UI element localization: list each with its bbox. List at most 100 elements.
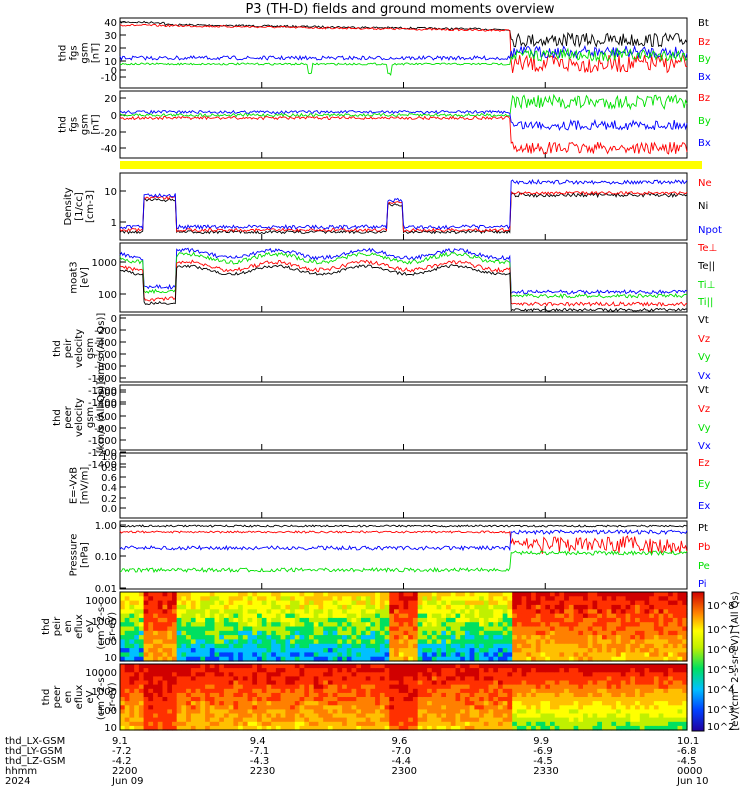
footer-value: 2330: [533, 766, 558, 777]
footer-row-label: hhmm: [5, 766, 37, 777]
legend-Ti⊥: Ti⊥: [697, 280, 715, 291]
footer-value: -7.2: [112, 746, 132, 757]
ytick-label: -1200: [88, 386, 117, 397]
ytick-label: 10: [104, 723, 117, 734]
ytick-label: 1000: [92, 258, 117, 269]
plot-title: P3 (TH-D) fields and ground moments over…: [245, 2, 554, 17]
colorbar: [691, 591, 705, 732]
footer-value: 9.4: [250, 736, 266, 747]
ytick-label: -1400: [88, 460, 117, 471]
bx-trace-2: [119, 109, 688, 132]
spectrogram-frame: [119, 663, 688, 731]
ytick-label: -200: [94, 326, 117, 337]
panel-ylabel: gsm: [80, 114, 91, 135]
ytick-label: -200: [94, 388, 117, 399]
panel-frame-5: [119, 384, 688, 451]
panel-ylabel: [nT]: [91, 43, 102, 63]
footer-row-label: thd_LX-GSM: [5, 736, 65, 747]
panel-ylabel: [nPa]: [80, 542, 91, 568]
ytick-label: 20: [104, 94, 117, 105]
footer-row-label: thd_LZ-GSM: [5, 756, 66, 767]
panel-ylabel: peir: [52, 616, 63, 636]
legend-Ti||: Ti||: [697, 297, 713, 308]
panel-ylabel: en: [63, 620, 74, 633]
colorbar-tick: 10^5: [707, 665, 734, 676]
panel-ylabel: gsm: [85, 338, 96, 359]
panel-ylabel: fgs: [69, 45, 80, 60]
spectrogram-8: [120, 592, 688, 662]
ne-trace: [119, 190, 688, 233]
legend-By: By: [698, 54, 711, 65]
panel-frame-4: [119, 314, 688, 383]
ytick-label: 0.8: [101, 463, 117, 474]
panel-ylabel: sr-eV): [107, 682, 118, 711]
ytick-label: 10: [104, 57, 117, 68]
spectrogram-9: [120, 664, 688, 731]
ytick-label: 1: [111, 218, 117, 229]
footer-value: 9.9: [533, 736, 549, 747]
ytick-label: -400: [94, 338, 117, 349]
bx-trace: [119, 44, 688, 62]
legend-Pi: Pi: [698, 579, 707, 590]
tperp-blue-trace: [119, 247, 688, 295]
ytick-label: -800: [94, 424, 117, 435]
legend-Bx: Bx: [698, 72, 711, 83]
panel-ylabel: eV: [85, 690, 96, 703]
panel-frame-3: [119, 242, 688, 313]
panel-ylabel: eflux: [74, 685, 85, 710]
panel-ylabel: sr-eV): [107, 612, 118, 641]
legend-Ne: Ne: [698, 178, 712, 189]
panel-ylabel: thd: [52, 409, 63, 426]
colorbar-label: [eV/(cm^2-s-sr-eV)] (All Qs): [730, 591, 741, 730]
legend-Ex: Ex: [698, 501, 710, 512]
ytick-label: 10000: [85, 596, 117, 607]
legend-Pe: Pe: [698, 561, 710, 572]
panel-ylabel: thd: [58, 45, 69, 62]
footer-value: Jun 10: [676, 776, 709, 787]
ytick-label: -1200: [88, 448, 117, 459]
panel-ylabel: eflux: [74, 614, 85, 639]
ytick-label: 10000: [85, 668, 117, 679]
ytick-label: -1000: [88, 374, 117, 385]
npot-trace: [119, 178, 688, 231]
footer-value: -4.4: [392, 756, 412, 767]
ni-trace: [119, 191, 688, 235]
panel-ylabel: [km/s (All Qs)]: [96, 382, 107, 454]
ytick-label: -1000: [88, 436, 117, 447]
footer-value: -4.5: [677, 756, 697, 767]
te-perp-trace: [119, 259, 688, 307]
ytick-label: 30: [104, 31, 117, 42]
ytick-label: 100: [98, 637, 117, 648]
legend-Npot: Npot: [698, 225, 722, 236]
pb-trace: [119, 530, 688, 555]
te-par-trace: [119, 264, 687, 312]
ytick-label: 0.2: [101, 494, 117, 505]
ytick-label: 100: [98, 290, 117, 301]
panel-ylabel: [cm-3]: [85, 190, 96, 223]
legend-Vx: Vx: [698, 371, 711, 382]
panel-ylabel: thd: [52, 340, 63, 357]
ytick-label: 100: [98, 706, 117, 717]
footer-value: -6.8: [677, 746, 697, 757]
panel-ylabel: thd: [58, 116, 69, 133]
ytick-label: -10: [101, 73, 117, 84]
panel-ylabel: thd: [41, 618, 52, 635]
panel-ylabel: gsm: [80, 42, 91, 63]
footer-value: 2230: [250, 766, 275, 777]
footer-value: -4.3: [250, 756, 270, 767]
legend-By: By: [698, 116, 711, 127]
legend-Vt: Vt: [698, 385, 709, 396]
pt-trace: [119, 524, 688, 528]
legend-Vz: Vz: [698, 334, 710, 345]
panel-ylabel: eV: [85, 620, 96, 633]
ytick-label: 40: [104, 18, 117, 29]
legend-Bz: Bz: [698, 37, 710, 48]
legend-Te||: Te||: [697, 261, 715, 272]
by-trace: [119, 47, 688, 76]
ytick-label: 10: [104, 187, 117, 198]
panel-ylabel: gsm: [85, 407, 96, 428]
legend-Bz: Bz: [698, 93, 710, 104]
colorbar-tick: 10^4: [707, 685, 734, 696]
colorbar-tick: 10^6: [707, 645, 734, 656]
